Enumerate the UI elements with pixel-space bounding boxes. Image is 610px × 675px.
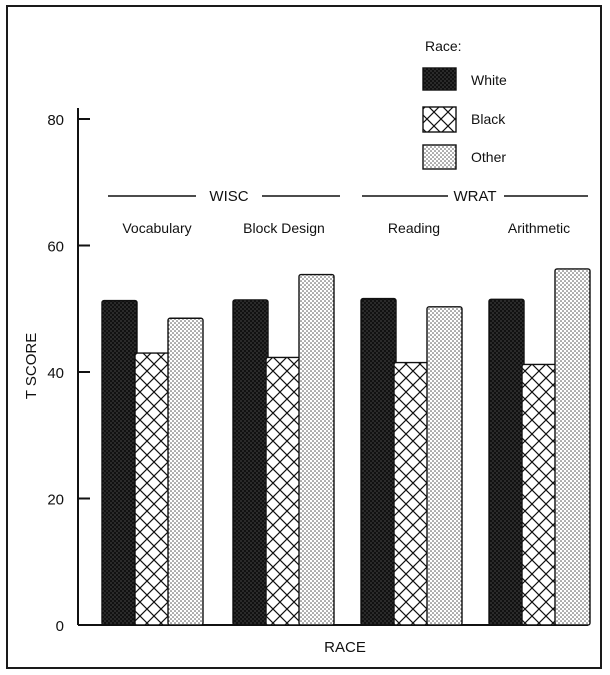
y-tick-label: 40 [47,365,64,382]
legend: Race: White Black Other [422,38,507,170]
bar-white-reading [360,297,397,626]
legend-label-other: Other [471,149,506,165]
y-axis-title: T SCORE [23,333,40,399]
legend-swatch-white [422,67,457,91]
y-tick-label: 80 [47,112,64,129]
group-labels: WISC WRAT [108,188,588,205]
bar-black-block-design [265,356,302,626]
figure-frame [6,5,602,669]
legend-title: Race: [425,38,462,54]
y-tick-label: 0 [56,618,64,635]
category-label: Arithmetic [508,220,570,236]
bars [101,268,591,626]
bar-other-arithmetic [554,268,591,626]
legend-label-black: Black [471,111,506,127]
legend-swatch-black [422,106,457,133]
category-label: Reading [388,220,440,236]
legend-swatch-other [422,144,457,170]
bar-other-block-design [298,273,335,626]
category-label: Block Design [243,220,325,236]
bar-black-reading [393,361,430,626]
bar-white-block-design [232,299,269,626]
y-tick-label: 20 [47,492,64,509]
bar-other-reading [426,306,463,626]
bar-white-vocabulary [101,299,138,626]
legend-label-white: White [471,72,507,88]
bar-black-vocabulary [134,352,171,626]
bar-black-arithmetic [521,363,558,626]
bar-white-arithmetic [488,298,525,626]
bar-other-vocabulary [167,317,204,626]
y-ticks: 0 20 40 60 80 [47,112,90,635]
category-labels: Vocabulary Block Design Reading Arithmetic [122,220,570,236]
group-label-wisc: WISC [209,188,248,205]
category-label: Vocabulary [122,220,191,236]
group-label-wrat: WRAT [453,188,496,205]
x-axis-title: RACE [324,639,366,656]
y-tick-label: 60 [47,239,64,256]
